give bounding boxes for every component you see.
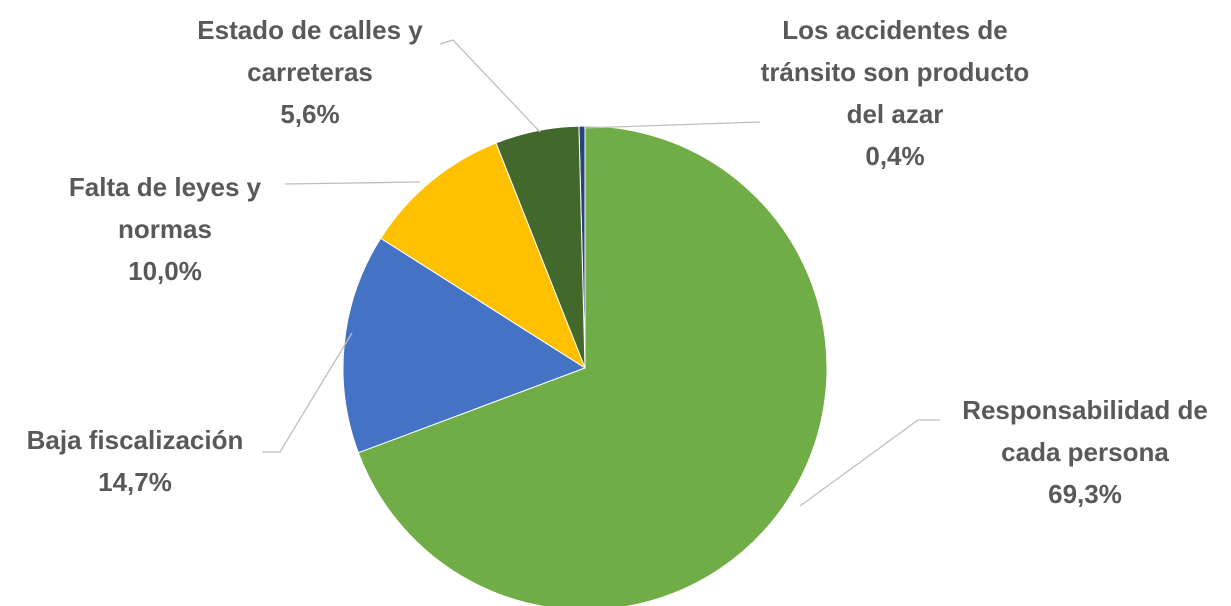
value-label: 0,4% [865, 141, 925, 171]
value-label: 5,6% [280, 99, 340, 129]
leader-line [439, 39, 541, 133]
slice-label: Falta de leyes y normas 10,0% [45, 166, 285, 292]
category-label: Responsabilidad de cada persona [962, 395, 1208, 467]
category-label: Baja fiscalización [26, 425, 244, 455]
slice-label: Baja fiscalización 14,7% [0, 419, 270, 503]
pie-slice [357, 125, 828, 606]
pie-slice [379, 142, 587, 370]
pie-slice [342, 237, 587, 454]
value-label: 14,7% [98, 467, 172, 497]
category-label: Estado de calles y carreteras [197, 15, 423, 87]
category-label: Falta de leyes y normas [68, 172, 262, 244]
slice-label: Responsabilidad de cada persona 69,3% [935, 389, 1231, 515]
slice-label: Los accidentes de tránsito son producto … [760, 9, 1030, 177]
leader-line [262, 332, 353, 453]
value-label: 10,0% [128, 256, 202, 286]
leader-line [583, 121, 761, 129]
leader-line [284, 181, 421, 185]
slice-label: Estado de calles y carreteras 5,6% [175, 9, 445, 135]
value-label: 69,3% [1048, 479, 1122, 509]
leader-line [799, 419, 940, 507]
category-label: Los accidentes de tránsito son producto … [760, 15, 1030, 129]
